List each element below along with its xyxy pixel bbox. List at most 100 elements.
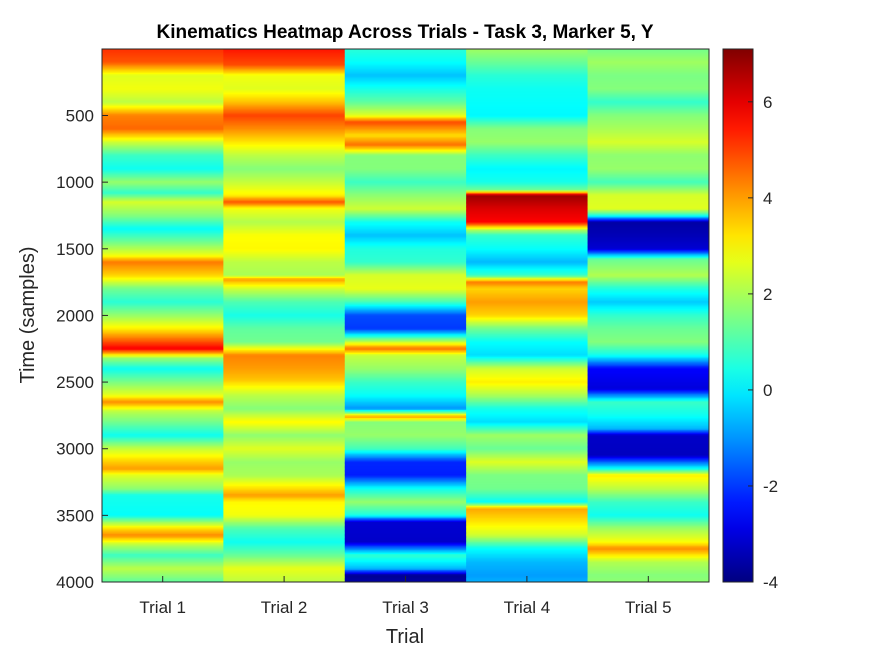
heatmap-cell <box>466 544 589 547</box>
heatmap-cell <box>102 190 224 193</box>
heatmap-cell <box>587 228 709 231</box>
heatmap-cell <box>223 483 346 486</box>
colorbar-tick-label: 2 <box>763 285 772 304</box>
heatmap-cell <box>102 528 224 531</box>
heatmap-cell <box>102 166 224 169</box>
heatmap-cell <box>587 330 709 333</box>
heatmap-cell <box>223 416 346 419</box>
heatmap-cell <box>344 55 467 58</box>
heatmap-cell <box>223 92 346 95</box>
heatmap-cell <box>466 436 589 439</box>
heatmap-cell <box>102 547 224 550</box>
heatmap-cell <box>587 379 709 382</box>
heatmap-cell <box>102 410 224 412</box>
heatmap-cell <box>587 74 709 77</box>
heatmap-cell <box>102 308 224 311</box>
heatmap-cell <box>102 508 224 511</box>
heatmap-cell <box>344 374 467 377</box>
heatmap-cell <box>223 75 346 78</box>
heatmap-cell <box>102 550 224 552</box>
heatmap-cell <box>102 104 224 107</box>
heatmap-cell <box>466 230 589 233</box>
heatmap-cell <box>466 340 589 343</box>
heatmap-cell <box>223 534 346 536</box>
heatmap-cell <box>102 158 224 161</box>
heatmap-cell <box>587 170 709 173</box>
heatmap-cell <box>223 122 346 125</box>
heatmap-cell <box>587 218 709 221</box>
heatmap-cell <box>223 451 346 454</box>
heatmap-cell <box>587 49 709 51</box>
heatmap-cell <box>466 339 589 342</box>
heatmap-cell <box>344 119 467 122</box>
heatmap-cell <box>102 50 224 53</box>
heatmap-cell <box>587 464 709 467</box>
heatmap-cell <box>587 67 709 70</box>
heatmap-cell <box>102 344 224 347</box>
heatmap-cell <box>223 472 346 475</box>
heatmap-cell <box>344 554 467 556</box>
heatmap-cell <box>344 178 467 181</box>
heatmap-cell <box>344 311 467 314</box>
heatmap-cell <box>223 356 346 359</box>
heatmap-cell <box>466 88 589 91</box>
heatmap-cell <box>587 107 709 110</box>
heatmap-cell <box>223 415 346 418</box>
heatmap-cell <box>344 128 467 131</box>
heatmap-cell <box>102 408 224 411</box>
heatmap-cell <box>466 295 589 298</box>
heatmap-cell <box>587 383 709 386</box>
heatmap-cell <box>223 254 346 257</box>
heatmap-cell <box>102 94 224 97</box>
heatmap-cell <box>466 530 589 532</box>
heatmap-cell <box>587 424 709 427</box>
heatmap-cell <box>587 239 709 242</box>
heatmap-cell <box>587 266 709 269</box>
heatmap-cell <box>344 368 467 371</box>
heatmap-cell <box>102 443 224 446</box>
heatmap-cell <box>223 342 346 345</box>
heatmap-cell <box>466 278 589 281</box>
heatmap-cell <box>223 362 346 365</box>
heatmap-cell <box>223 564 346 567</box>
heatmap-cell <box>344 450 467 452</box>
heatmap-cell <box>344 258 467 261</box>
heatmap-cell <box>466 308 589 311</box>
heatmap-cell <box>223 523 346 526</box>
heatmap-cell <box>223 231 346 234</box>
heatmap-cell <box>466 279 589 282</box>
heatmap-cell <box>344 478 467 480</box>
heatmap-cell <box>587 136 709 139</box>
heatmap-cell <box>344 104 467 107</box>
heatmap-cell <box>587 247 709 250</box>
heatmap-cell <box>102 102 224 105</box>
heatmap-cell <box>223 164 346 167</box>
heatmap-cell <box>102 66 224 69</box>
heatmap-cell <box>587 274 709 277</box>
heatmap-cell <box>466 408 589 411</box>
heatmap-cell <box>223 507 346 510</box>
heatmap-cell <box>223 74 346 77</box>
heatmap-cell <box>102 106 224 109</box>
heatmap-cell <box>344 238 467 241</box>
heatmap-cell <box>102 480 224 483</box>
heatmap-cell <box>223 63 346 66</box>
heatmap-cell <box>587 519 709 522</box>
heatmap-cell <box>344 136 467 139</box>
trial-column-3 <box>344 49 467 582</box>
heatmap-cell <box>344 331 467 334</box>
heatmap-cell <box>344 322 467 325</box>
heatmap-cell <box>102 200 224 203</box>
heatmap-cell <box>466 212 589 215</box>
heatmap-cell <box>102 128 224 131</box>
heatmap-cell <box>344 454 467 456</box>
heatmap-cell <box>102 72 224 75</box>
heatmap-cell <box>344 542 467 544</box>
heatmap-cell <box>223 240 346 243</box>
heatmap-cell <box>102 307 224 310</box>
heatmap-cell <box>223 319 346 322</box>
heatmap-cell <box>587 122 709 125</box>
heatmap-cell <box>344 363 467 366</box>
heatmap-cell <box>223 51 346 54</box>
heatmap-cell <box>223 368 346 371</box>
